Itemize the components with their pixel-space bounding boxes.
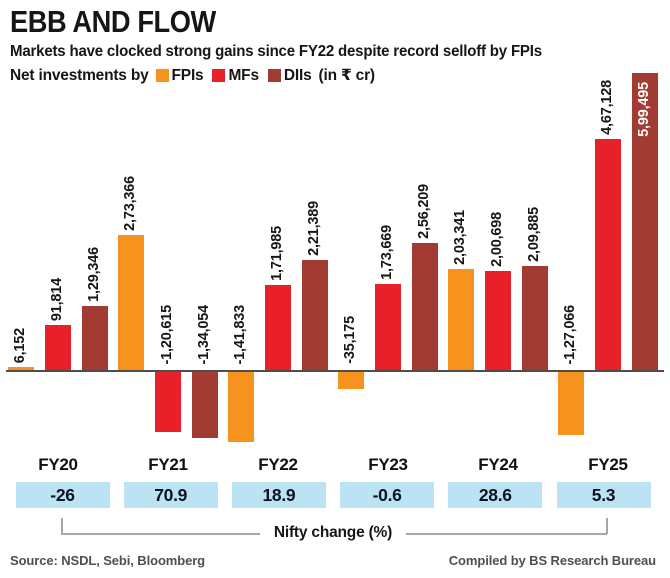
bar-value-label-fpis-fy22: -1,41,833 [232, 304, 248, 364]
bar-value-label-mfs-fy25: 4,67,128 [599, 80, 615, 135]
bar-value-label-diis-fy20: 1,29,346 [86, 247, 102, 302]
legend-prefix: Net investments by [10, 66, 149, 84]
nifty-bracket-line-right [406, 533, 607, 535]
x-axis-label-fy23: FY23 [368, 455, 408, 474]
nifty-change-value: 28.6 [478, 484, 512, 505]
bar-value-label-fpis-fy23: -35,175 [342, 316, 358, 364]
legend-label: FPIs [171, 66, 204, 84]
bar-fpis-fy22 [228, 372, 254, 442]
compiled-credit: Compiled by BS Research Bureau [448, 553, 656, 568]
bar-value-label-diis-fy21: -1,34,054 [196, 304, 212, 364]
x-axis-label-fy20: FY20 [38, 455, 78, 474]
bar-value-label-diis-fy25: 5,99,495 [636, 82, 652, 137]
legend-items: FPIs MFs DIIs [155, 66, 312, 85]
bar-diis-fy22 [302, 260, 328, 370]
bar-value-label-mfs-fy22: 1,71,985 [269, 226, 285, 281]
bar-fpis-fy20 [8, 367, 34, 370]
bar-mfs-fy20 [45, 325, 71, 370]
bar-fpis-fy21 [118, 235, 144, 370]
bar-value-label-diis-fy22: 2,21,389 [306, 201, 322, 256]
legend-item-mfs: MFs [212, 66, 259, 85]
diis-color-swatch-icon [267, 69, 281, 82]
chart-subtitle: Markets have clocked strong gains since … [10, 43, 542, 60]
fpis-color-swatch-icon [155, 69, 169, 82]
nifty-value-box-fy25: 5.3 [556, 482, 651, 508]
nifty-change-value: 18.9 [262, 484, 296, 505]
nifty-value-box-fy20: -26 [15, 482, 110, 508]
bar-mfs-fy24 [485, 271, 511, 370]
legend-suffix: (in ₹ cr) [318, 67, 376, 84]
bar-value-label-diis-fy23: 2,56,209 [416, 184, 432, 239]
nifty-bracket-tick-right [606, 518, 608, 534]
bar-value-label-diis-fy24: 2,09,885 [526, 207, 542, 262]
nifty-change-value: -0.6 [372, 484, 402, 505]
bar-mfs-fy25 [595, 139, 621, 370]
mfs-color-swatch-icon [212, 69, 226, 82]
legend-item-fpis: FPIs [155, 66, 204, 85]
bar-fpis-fy24 [448, 269, 474, 370]
bar-value-label-mfs-fy21: -1,20,615 [159, 304, 175, 364]
bar-diis-fy20 [82, 306, 108, 370]
nifty-value-box-fy24: 28.6 [448, 482, 543, 508]
bar-mfs-fy21 [155, 372, 181, 432]
bar-value-label-mfs-fy20: 91,814 [49, 277, 65, 321]
bar-value-label-fpis-fy24: 2,03,341 [452, 210, 468, 265]
nifty-value-box-fy23: -0.6 [340, 482, 435, 508]
bar-value-label-fpis-fy20: 6,152 [12, 327, 28, 363]
page-title: EBB AND FLOW [10, 4, 216, 39]
nifty-value-box-fy22: 18.9 [231, 482, 326, 508]
nifty-change-value: -26 [50, 484, 75, 505]
bar-value-label-fpis-fy21: 2,73,366 [122, 176, 138, 231]
x-axis-label-fy22: FY22 [258, 455, 298, 474]
x-axis-label-fy21: FY21 [148, 455, 188, 474]
bar-value-label-mfs-fy24: 2,00,698 [489, 212, 505, 267]
nifty-change-value: 5.3 [591, 484, 616, 505]
bar-mfs-fy23 [375, 284, 401, 370]
legend-label: DIIs [283, 66, 312, 84]
zero-axis-line [6, 370, 664, 372]
bar-fpis-fy25 [558, 372, 584, 435]
bar-diis-fy23 [412, 243, 438, 370]
chart-legend: Net investments by FPIs MFs DIIs (in ₹ cr) [10, 66, 375, 85]
legend-item-diis: DIIs [267, 66, 312, 85]
x-axis-label-fy24: FY24 [478, 455, 518, 474]
nifty-change-label: Nifty change (%) [273, 524, 393, 541]
bar-fpis-fy23 [338, 372, 364, 389]
bar-value-label-mfs-fy23: 1,73,669 [379, 225, 395, 280]
nifty-bracket-tick-left [61, 518, 63, 534]
legend-label: MFs [228, 66, 259, 84]
x-axis-label-fy25: FY25 [588, 455, 628, 474]
bar-value-label-fpis-fy25: -1,27,066 [562, 304, 578, 364]
nifty-bracket-line-left [61, 533, 260, 535]
source-credit: Source: NSDL, Sebi, Bloomberg [10, 553, 206, 568]
nifty-change-value: 70.9 [154, 484, 188, 505]
bar-mfs-fy22 [265, 285, 291, 370]
bar-diis-fy25 [632, 73, 658, 370]
nifty-value-box-fy21: 70.9 [123, 482, 218, 508]
bar-diis-fy24 [522, 266, 548, 370]
bar-diis-fy21 [192, 372, 218, 438]
